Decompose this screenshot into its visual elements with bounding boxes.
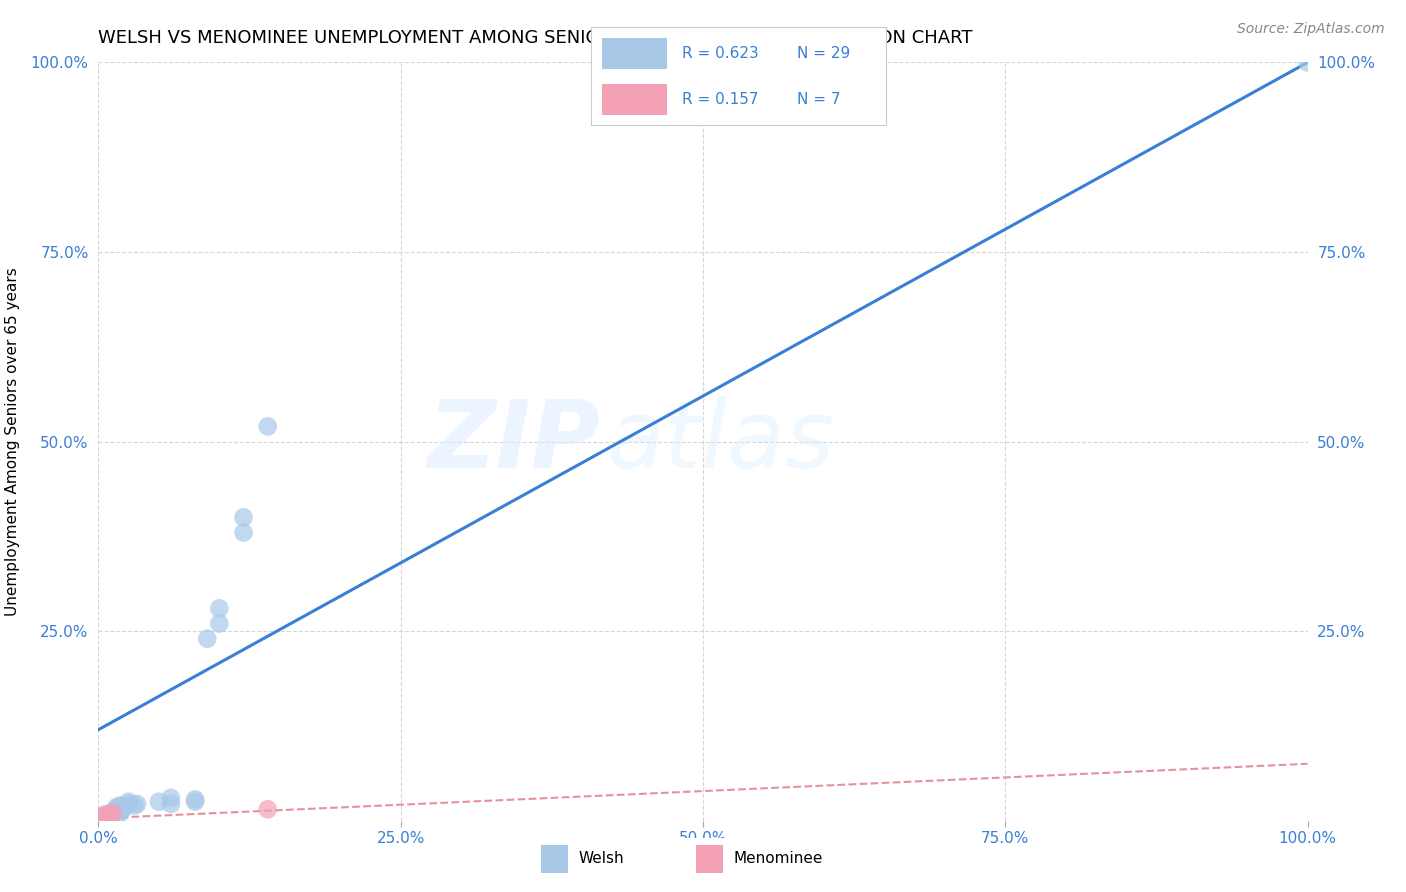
Point [93, 810, 115, 824]
Text: R = 0.623: R = 0.623 [682, 45, 759, 61]
Text: Menominee: Menominee [734, 851, 823, 866]
Text: WELSH VS MENOMINEE UNEMPLOYMENT AMONG SENIORS OVER 65 YEARS CORRELATION CHART: WELSH VS MENOMINEE UNEMPLOYMENT AMONG SE… [98, 29, 973, 47]
Point [1296, 55, 1319, 70]
Point [184, 792, 207, 806]
Point [208, 601, 231, 615]
Point [127, 797, 149, 811]
Point [105, 807, 128, 822]
Point [111, 800, 134, 814]
Point [256, 419, 278, 434]
Point [160, 791, 183, 805]
Point [108, 806, 131, 821]
Text: R = 0.157: R = 0.157 [682, 92, 759, 107]
Point [232, 510, 254, 524]
Point [97, 807, 120, 822]
Point [118, 795, 141, 809]
Point [91, 811, 114, 825]
Point [148, 795, 170, 809]
Text: N = 29: N = 29 [797, 45, 851, 61]
Text: Source: ZipAtlas.com: Source: ZipAtlas.com [1237, 22, 1385, 37]
Point [124, 798, 146, 813]
Point [114, 800, 136, 814]
FancyBboxPatch shape [602, 84, 668, 115]
Point [105, 802, 128, 816]
Point [101, 805, 124, 819]
Point [118, 797, 141, 811]
Text: ZIP: ZIP [427, 395, 600, 488]
Text: atlas: atlas [606, 396, 835, 487]
Point [184, 795, 207, 809]
Point [108, 802, 131, 816]
Point [232, 525, 254, 540]
Point [100, 806, 122, 821]
Text: Welsh: Welsh [578, 851, 624, 866]
FancyBboxPatch shape [696, 845, 723, 872]
Y-axis label: Unemployment Among Seniors over 65 years: Unemployment Among Seniors over 65 years [4, 268, 20, 615]
Point [90, 810, 112, 824]
Point [93, 807, 115, 822]
Point [160, 797, 183, 811]
Point [97, 810, 120, 824]
Point [100, 807, 122, 822]
FancyBboxPatch shape [602, 37, 668, 69]
Point [105, 800, 128, 814]
Point [256, 802, 278, 816]
Text: N = 7: N = 7 [797, 92, 841, 107]
FancyBboxPatch shape [541, 845, 568, 872]
Point [111, 802, 134, 816]
Point [195, 632, 218, 646]
Point [101, 806, 124, 821]
Point [208, 616, 231, 631]
Point [108, 798, 131, 813]
